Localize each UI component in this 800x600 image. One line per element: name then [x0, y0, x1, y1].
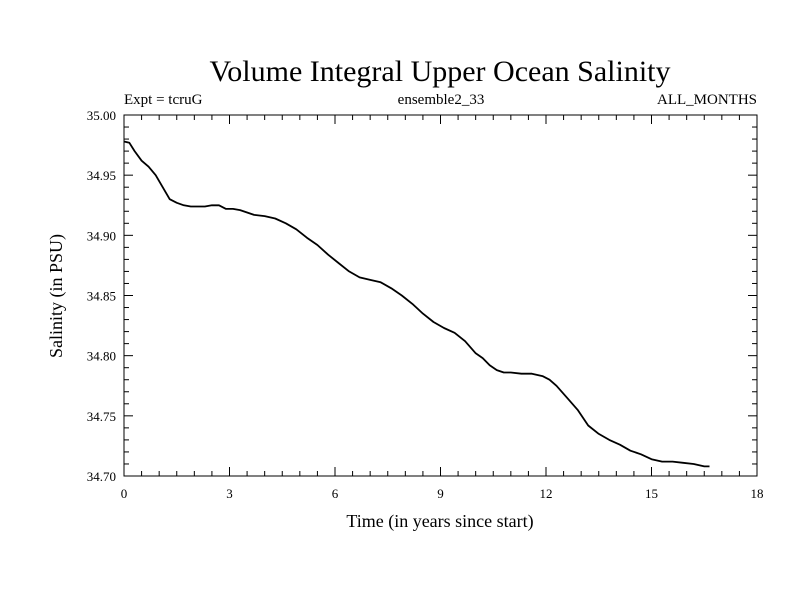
y-tick-label: 34.70	[87, 469, 116, 484]
months-label: ALL_MONTHS	[657, 92, 757, 108]
x-tick-label: 6	[332, 486, 339, 501]
y-tick-label: 34.95	[87, 168, 116, 183]
y-tick-label: 35.00	[87, 108, 116, 123]
y-tick-label: 34.75	[87, 409, 116, 424]
y-tick-label: 34.85	[87, 289, 116, 304]
x-tick-label: 18	[751, 486, 764, 501]
y-tick-label: 34.90	[87, 228, 116, 243]
ensemble-label: ensemble2_33	[398, 92, 485, 108]
x-tick-labels: 0 3 6 9 12 15 18	[121, 486, 764, 501]
x-axis-label: Time (in years since start)	[346, 511, 533, 532]
x-tick-label: 15	[645, 486, 658, 501]
x-tick-label: 12	[540, 486, 553, 501]
chart-title: Volume Integral Upper Ocean Salinity	[210, 55, 671, 88]
x-tick-label: 0	[121, 486, 128, 501]
experiment-label: Expt = tcruG	[124, 92, 203, 108]
x-tick-label: 3	[226, 486, 233, 501]
x-tick-label: 9	[437, 486, 444, 501]
y-axis-label: Salinity (in PSU)	[46, 234, 67, 358]
salinity-series-line	[123, 140, 710, 468]
y-tick-labels: 34.70 34.75 34.80 34.85 34.90 34.95 35.00	[87, 108, 116, 484]
y-tick-label: 34.80	[87, 349, 116, 364]
axis-ticks	[123, 114, 758, 477]
plot-frame	[123, 114, 758, 477]
